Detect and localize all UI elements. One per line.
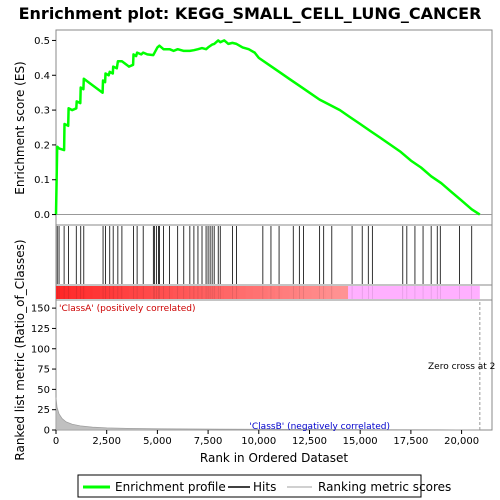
x-axis-label: Rank in Ordered Dataset <box>200 451 348 465</box>
class-a-band-segment <box>202 286 210 299</box>
class-a-band-segment <box>63 286 72 299</box>
class-a-band-segment <box>304 286 313 299</box>
class-a-band-segment <box>165 286 174 299</box>
class-a-label: 'ClassA' (positively correlated) <box>59 304 196 314</box>
x-tick-label: 12,500 <box>292 436 327 447</box>
metric-y-tick-label: 50 <box>37 385 50 396</box>
class-a-band-segment <box>172 286 181 299</box>
x-tick-label: 0 <box>53 436 59 447</box>
legend-hits-label: Hits <box>253 480 276 494</box>
class-a-band-segment <box>99 286 108 299</box>
class-a-band-segment <box>209 286 218 299</box>
class-a-band-segment <box>245 286 254 299</box>
class-a-band-segment <box>333 286 342 299</box>
es-y-tick-label: 0.5 <box>34 36 50 47</box>
class-a-band-segment <box>340 286 349 299</box>
es-y-tick-label: 0.0 <box>34 210 50 221</box>
class-a-band-segment <box>70 286 79 299</box>
hit-markers <box>56 226 473 284</box>
class-a-band-segment <box>253 286 261 299</box>
x-tick-label: 5,000 <box>143 436 172 447</box>
class-a-band-segment <box>129 286 137 299</box>
zero-cross-label: Zero cross at 2 <box>428 362 495 372</box>
class-a-band-segment <box>311 286 320 299</box>
es-y-tick-label: 0.4 <box>34 71 50 82</box>
metric-y-tick-label: 125 <box>31 324 50 335</box>
class-a-band-segment <box>223 286 232 299</box>
x-tick-label: 7,500 <box>194 436 223 447</box>
axis-ticks: 0 2,500 5,000 7,500 10,000 12,500 15,000 17,500… <box>31 36 479 447</box>
metric-panel <box>55 299 493 431</box>
class-a-band-segment <box>136 286 145 299</box>
class-color-band <box>56 286 480 299</box>
es-y-tick-label: 0.2 <box>34 140 50 151</box>
chart-title: Enrichment plot: KEGG_SMALL_CELL_LUNG_CA… <box>19 4 482 23</box>
metric-y-tick-label: 25 <box>37 405 50 416</box>
class-a-band-segment <box>282 286 291 299</box>
legend-metric-label: Ranking metric scores <box>318 480 451 494</box>
class-a-band-segment <box>216 286 225 299</box>
es-panel <box>55 29 493 226</box>
x-tick-label: 2,500 <box>92 436 121 447</box>
legend-profile-label: Enrichment profile <box>115 480 226 494</box>
class-a-band-segment <box>275 286 283 299</box>
legend: Enrichment profile Hits Ranking metric s… <box>77 474 451 498</box>
metric-y-axis-label: Ranked list metric (Ratio_of_Classes) <box>13 239 27 460</box>
class-a-band-segment <box>326 286 334 299</box>
x-tick-label: 10,000 <box>241 436 276 447</box>
class-b-label: 'ClassB' (negatively correlated) <box>249 422 390 432</box>
ranking-metric-area <box>55 302 481 431</box>
x-tick-label: 20,000 <box>444 436 479 447</box>
class-a-band-segment <box>231 286 240 299</box>
metric-y-tick-label: 75 <box>37 365 50 376</box>
class-b-band-segment <box>348 286 480 299</box>
hits-panel <box>55 224 493 286</box>
x-tick-label: 17,500 <box>393 436 428 447</box>
x-tick-label: 15,000 <box>343 436 378 447</box>
class-a-band-segment <box>267 286 276 299</box>
class-a-band-segment <box>260 286 269 299</box>
metric-y-tick-label: 0 <box>44 426 50 437</box>
class-a-band-segment <box>92 286 101 299</box>
metric-y-tick-label: 100 <box>31 344 50 355</box>
metric-y-tick-label: 150 <box>31 304 50 315</box>
ranking-metric-fill <box>55 397 480 431</box>
class-a-band-segment <box>238 286 247 299</box>
class-a-band-segment <box>107 286 115 299</box>
class-a-band-segment <box>143 286 152 299</box>
class-a-band-segment <box>180 286 188 299</box>
class-a-band-segment <box>77 286 86 299</box>
es-y-axis-label: Enrichment score (ES) <box>13 61 27 194</box>
es-curve <box>54 39 481 216</box>
class-a-band-segment <box>56 286 64 299</box>
class-a-band-segment <box>318 286 327 299</box>
class-a-band-segment <box>114 286 123 299</box>
class-a-band-segment <box>85 286 94 299</box>
class-a-band-segment <box>194 286 203 299</box>
class-a-band-segment <box>187 286 196 299</box>
class-a-band-segment <box>289 286 298 299</box>
class-a-band-segment <box>150 286 159 299</box>
es-profile-line <box>54 39 481 216</box>
class-a-band-segment <box>158 286 167 299</box>
class-a-band-segment <box>296 286 305 299</box>
class-a-band-segment <box>121 286 130 299</box>
es-y-tick-label: 0.1 <box>34 175 50 186</box>
legend-box <box>77 474 422 498</box>
es-y-tick-label: 0.3 <box>34 106 50 117</box>
